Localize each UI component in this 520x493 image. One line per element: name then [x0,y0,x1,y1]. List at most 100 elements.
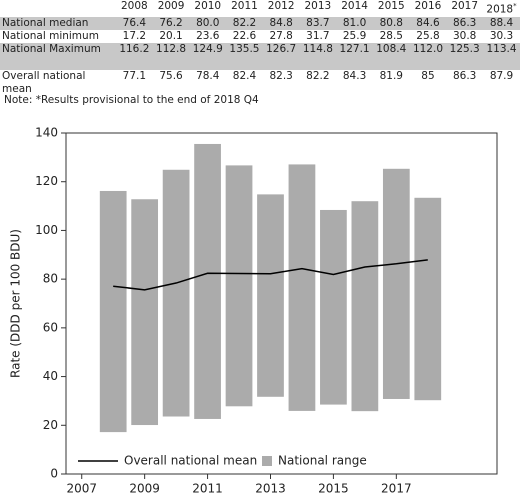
y-tick-label: 100 [35,223,58,237]
range-bar [99,190,127,433]
table-cell: 126.7 [266,42,297,55]
table-cell: 76.4 [122,16,147,29]
table-cell: 112.0 [412,42,443,55]
table-cell: 28.5 [379,29,403,42]
table-row: National Maximum 116.2 112.8 124.9 135.5 126.… [0,42,520,70]
column-label: 2011 [231,0,258,12]
y-tick-label: 120 [35,174,58,188]
x-tick-label: 2013 [255,482,286,493]
y-tick-label: 140 [35,126,58,140]
table-cell: 82.4 [232,69,257,82]
legend-swatch [262,456,272,466]
table-cell: 85 [421,69,435,82]
mean-line [113,259,428,291]
y-tick-label: 40 [43,369,58,383]
table-cell: 113.4 [486,42,517,55]
range-bar [382,168,410,399]
table-cell: 82.2 [232,16,257,29]
column-label: 2017 [451,0,479,12]
plot-frame [65,132,498,475]
column-label: 2008 [120,0,148,12]
table-cell: 30.3 [489,29,514,42]
table-cell: 116.2 [119,42,150,55]
range-bar [351,201,379,412]
column-header: 2018* [483,0,520,17]
column-header: 2013 [300,0,337,17]
column-header: 2016 [410,0,447,17]
column-header: 2012 [263,0,300,17]
x-tick-label: 2011 [192,482,223,493]
table-cell: 124.9 [192,42,223,55]
table-cell: 86.3 [452,16,477,29]
footnote-mark: * [513,2,517,10]
column-label: 2016 [414,0,442,12]
y-tick-label: 80 [43,272,58,286]
table-cell: 82.3 [269,69,293,82]
column-header: 2014 [336,0,373,17]
table-cell: 125.3 [449,42,480,55]
column-label: 2010 [194,0,222,12]
table-cell: 82.2 [306,69,330,82]
table-row: National minimum 17.2 20.1 23.6 22.6 27.8 31.7… [0,30,520,43]
table-cell: 31.7 [306,29,330,42]
table-cell: 27.8 [269,29,293,42]
table-cell: 81.9 [379,69,403,82]
x-tick-label: 2009 [129,482,160,493]
column-label: 2012 [267,0,295,12]
y-tick-label: 60 [43,320,58,334]
row-label: National minimum [2,29,99,42]
table-row: National median 76.4 76.2 80.0 82.2 84.8 83.7 8… [0,16,520,30]
data-table: 2008 2009 2010 2011 2012 2013 2014 2015 2016 2017… [0,0,520,97]
range-bar [162,169,190,417]
table-cell: 17.2 [122,29,147,42]
table-cell: 80.0 [196,16,220,29]
table-cell: 108.4 [376,42,407,55]
table-cell: 30.8 [452,29,477,42]
legend-label: National range [278,454,367,468]
y-axis-label: Rate (DDD per 100 BDU) [9,229,23,378]
column-header: 2015 [373,0,410,17]
table-cell: 84.3 [342,69,367,82]
legend-label: Overall national mean [124,454,257,468]
table-cell: 87.9 [489,69,514,82]
table-cell: 77.1 [122,69,147,82]
table-note: Note: *Results provisional to the end of… [4,94,259,106]
range-bar [194,143,221,419]
y-tick-label: 0 [50,467,58,481]
column-label: 2009 [157,0,185,12]
x-tick-label: 2015 [318,482,349,493]
y-tick-label: 20 [43,418,58,432]
range-bar [288,164,316,411]
table-cell: 76.2 [159,16,183,29]
table-cell: 114.8 [302,42,333,55]
column-header: 2009 [153,0,190,17]
table-cell: 86.3 [452,69,477,82]
table-row: Overall national mean 77.1 75.6 78.4 82.4 82.… [0,70,520,97]
table-cell: 23.6 [196,29,220,42]
column-header: 2017 [446,0,483,17]
header-row: 2008 2009 2010 2011 2012 2013 2014 2015 2016 2017… [0,0,520,17]
range-bar [257,194,284,397]
column-header: 2008 [116,0,153,17]
x-tick-label: 2017 [381,482,412,493]
column-label: 2014 [341,0,368,12]
column-header: 2011 [226,0,263,17]
table-cell: 20.1 [159,29,183,42]
table-cell: 81.0 [342,16,367,29]
table-cell: 22.6 [232,29,257,42]
row-label: National Maximum [2,42,101,55]
table-cell: 127.1 [339,42,370,55]
row-label: National median [2,16,89,29]
table-cell: 83.7 [306,16,330,29]
range-bar [414,197,442,401]
table-cell: 75.6 [159,69,183,82]
table-cell: 84.6 [416,16,440,29]
table-cell: 25.8 [416,29,440,42]
table-cell: 135.5 [229,42,260,55]
column-label: 2015 [377,0,405,12]
column-header: 2010 [189,0,226,17]
x-tick-label: 2007 [66,482,97,493]
range-bar [225,165,253,407]
range-bar [320,209,347,405]
